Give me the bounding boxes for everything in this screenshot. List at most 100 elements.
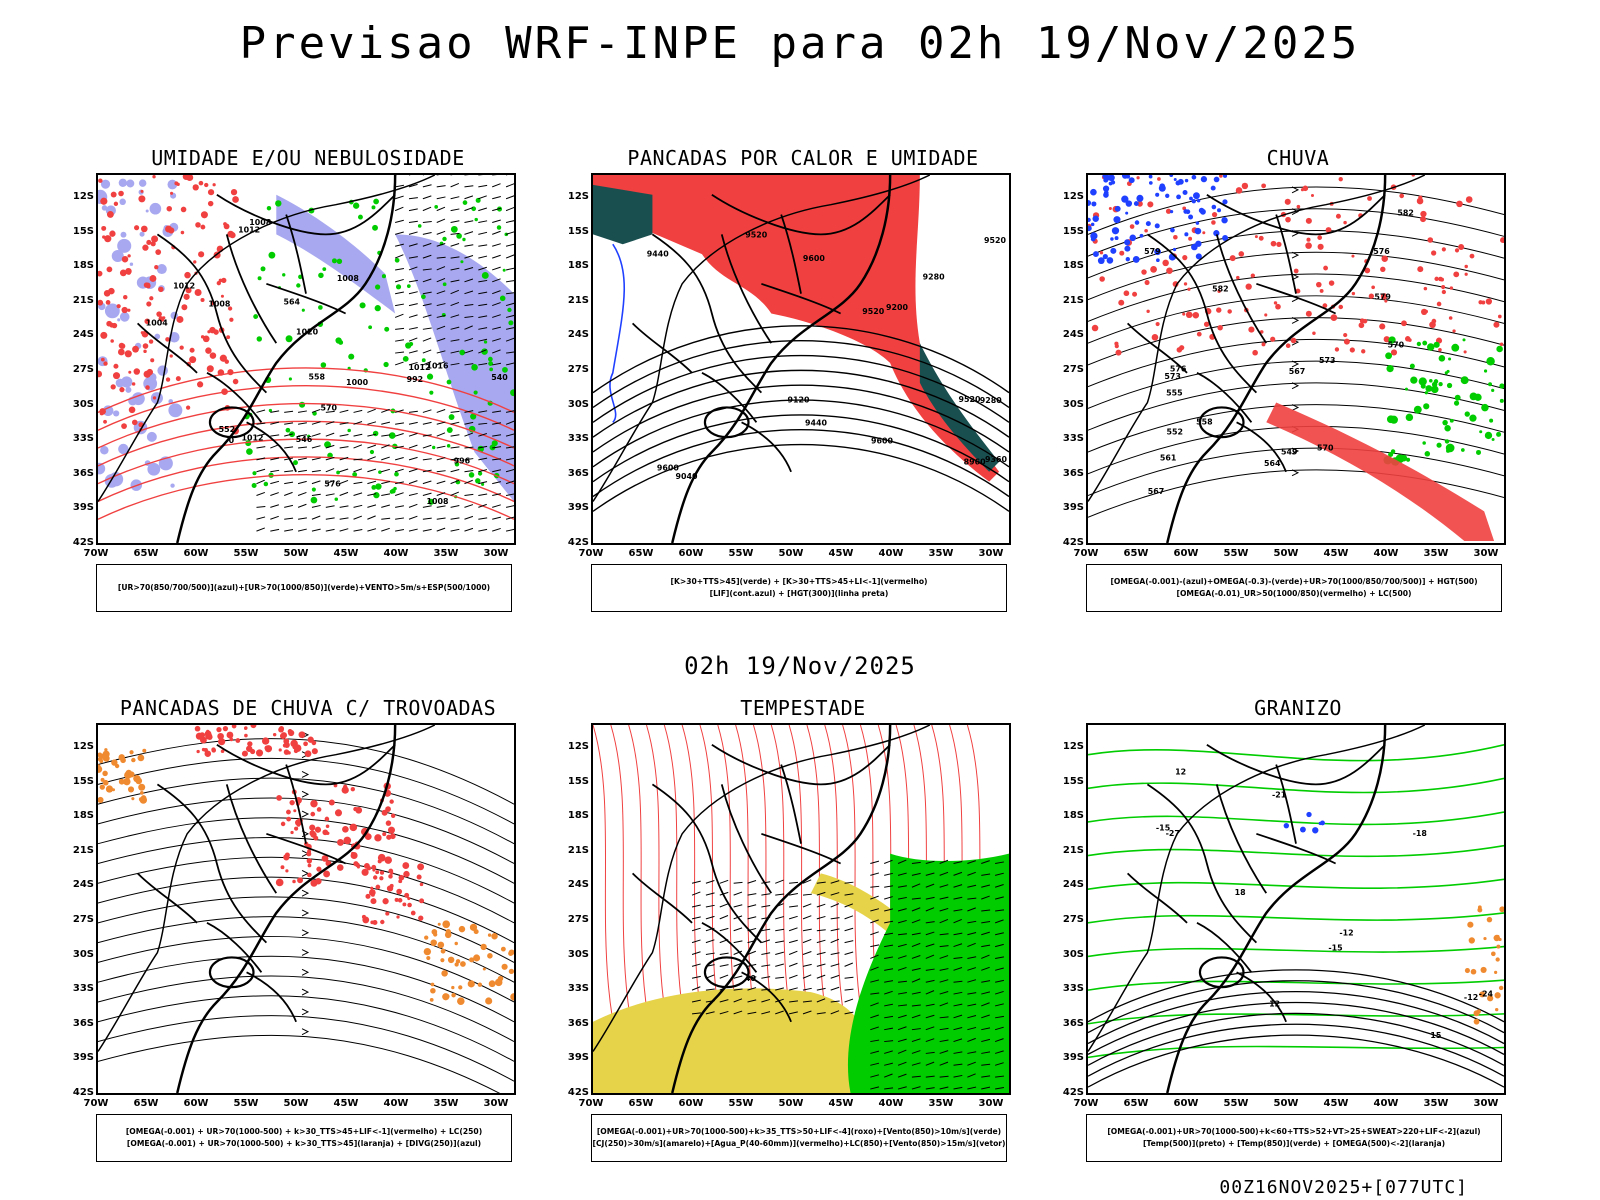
shaded-area <box>487 953 493 959</box>
shaded-area <box>358 214 363 220</box>
wind-vector <box>492 243 501 247</box>
latitude-label: 21S <box>1062 844 1084 856</box>
wind-vector <box>436 218 446 223</box>
wind-vector <box>408 231 418 235</box>
wind-vector <box>925 943 935 948</box>
shaded-area <box>256 336 262 342</box>
wind-vector <box>981 991 991 995</box>
shaded-area <box>1380 266 1386 273</box>
temp850-contour <box>1088 811 1504 826</box>
shaded-area <box>1102 185 1110 192</box>
shaded-area <box>380 919 385 925</box>
wind-vector <box>395 422 405 425</box>
legend-line: [K>30+TTS>45](verde) + [K>30+TTS>45+LI<-… <box>670 577 928 586</box>
wind-vector <box>395 456 404 461</box>
shaded-area <box>468 472 475 478</box>
wind-vector <box>925 907 935 912</box>
wind-vector <box>297 480 307 485</box>
shaded-area <box>1187 287 1191 291</box>
shaded-area <box>1203 321 1210 327</box>
shaded-area <box>324 441 331 449</box>
shaded-area <box>310 496 318 504</box>
latitude-label: 36S <box>567 1017 589 1029</box>
shaded-area <box>121 306 128 314</box>
shaded-area <box>1124 239 1131 246</box>
wind-vector <box>422 480 432 485</box>
wind-vector <box>981 1063 991 1066</box>
shaded-area <box>428 498 435 505</box>
legend-line: [OMEGA(-0.001) + UR>70(1000-500) + k>30_… <box>125 1127 483 1136</box>
wind-vector <box>953 980 963 983</box>
shaded-area <box>1496 345 1503 353</box>
shaded-area <box>140 331 144 335</box>
wind-vector <box>325 468 335 473</box>
shaded-area <box>1284 198 1291 205</box>
shaded-area <box>111 249 124 262</box>
shaded-area <box>189 356 197 364</box>
shaded-area <box>1480 966 1487 973</box>
contour-line <box>98 385 514 431</box>
wind-vector <box>394 206 404 212</box>
flow-arrow <box>301 771 310 778</box>
wind-vector <box>505 314 514 318</box>
wind-vector <box>367 504 377 508</box>
wind-vector <box>747 916 757 920</box>
shaded-area <box>375 870 380 875</box>
shaded-area <box>1125 257 1130 262</box>
country-border <box>216 744 396 786</box>
shaded-area <box>103 361 108 366</box>
contour-label: 552 <box>1167 428 1184 437</box>
streamline <box>98 975 514 1042</box>
shaded-area <box>502 366 508 373</box>
shaded-area <box>352 472 358 477</box>
shaded-area <box>1384 299 1388 303</box>
wind-vector <box>775 976 785 979</box>
shaded-area <box>501 963 508 970</box>
shaded-area <box>313 835 319 841</box>
shaded-area <box>1295 288 1301 294</box>
shaded-area <box>244 726 248 730</box>
shaded-area <box>482 967 486 971</box>
shaded-area <box>260 266 266 272</box>
flow-arrow <box>301 1028 310 1036</box>
shaded-area <box>227 369 234 376</box>
longitude-label: 30W <box>483 1098 509 1109</box>
contour-label: 9520 <box>862 307 885 316</box>
wind-vector <box>492 481 502 485</box>
shaded-area <box>275 878 284 887</box>
wind-vector <box>270 469 280 473</box>
shaded-area <box>1156 258 1160 263</box>
shaded-area <box>432 445 436 450</box>
shaded-area <box>1184 232 1189 237</box>
wind-vector <box>450 183 460 188</box>
wind-vector <box>802 915 812 920</box>
wind-vector <box>436 361 446 366</box>
shaded-area <box>123 777 131 786</box>
shaded-area <box>1481 403 1489 412</box>
contour-label: 564 <box>1264 459 1281 468</box>
country-border <box>780 764 802 844</box>
shaded-area <box>266 206 272 211</box>
shaded-area <box>1241 182 1249 190</box>
shaded-area <box>123 294 128 300</box>
shaded-area <box>157 365 168 376</box>
shaded-area <box>384 326 390 332</box>
wind-vector <box>830 986 840 991</box>
wind-vector <box>844 951 854 955</box>
wind-vector <box>478 503 487 508</box>
shaded-area <box>359 302 366 309</box>
wind-vector <box>911 932 921 936</box>
shaded-area <box>192 184 199 191</box>
wind-vector <box>408 410 418 413</box>
contour-label: 1008 <box>337 274 360 283</box>
shaded-area <box>310 811 316 817</box>
wind-vector <box>325 456 335 461</box>
wind-vector <box>884 1027 894 1031</box>
contour-label: 573 <box>1319 356 1336 365</box>
wind-vector <box>870 954 879 959</box>
wind-vector <box>422 517 432 520</box>
shaded-area <box>508 968 514 975</box>
shaded-area <box>1132 255 1140 263</box>
wind-vector <box>691 880 701 884</box>
shaded-area <box>147 462 161 476</box>
